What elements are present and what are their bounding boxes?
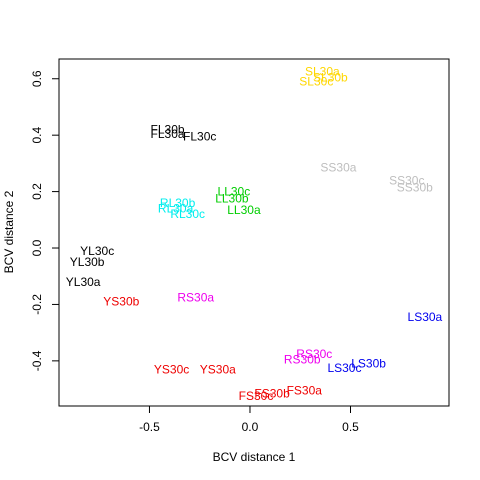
point-label-rs30c: RS30c: [296, 347, 332, 361]
point-label-ls30b: LS30b: [351, 357, 386, 371]
y-tick-label: -0.2: [30, 294, 44, 315]
y-tick-label: 0.0: [30, 239, 44, 256]
point-label-ls30c: LS30c: [327, 361, 361, 375]
point-label-rl30b: RL30b: [160, 196, 196, 210]
x-tick-label: 0.0: [242, 420, 259, 434]
x-tick-label: 0.5: [342, 420, 359, 434]
point-label-yl30c: YL30c: [80, 244, 114, 258]
point-label-ll30b: LL30b: [215, 192, 249, 206]
plot-frame: [58, 58, 450, 407]
point-label-fl30a: FL30a: [151, 127, 185, 141]
point-label-ll30a: LL30a: [227, 203, 261, 217]
point-label-fs30c: FS30c: [239, 389, 274, 403]
point-label-ss30b: SS30b: [397, 180, 433, 194]
x-tick-label: -0.5: [139, 420, 160, 434]
point-label-sl30b: SL30b: [313, 70, 348, 84]
y-axis-label: BCV distance 2: [2, 190, 16, 273]
point-label-ls30a: LS30a: [408, 310, 443, 324]
point-label-rs30a: RS30a: [177, 290, 214, 304]
point-label-sl30c: SL30c: [299, 75, 333, 89]
point-label-ll30c: LL30c: [218, 185, 251, 199]
point-label-rl30c: RL30c: [170, 207, 205, 221]
y-tick-label: 0.4: [30, 127, 44, 144]
point-label-ys30b: YS30b: [103, 295, 139, 309]
point-label-ss30c: SS30c: [389, 173, 424, 187]
y-tick-label: 0.6: [30, 70, 44, 87]
point-label-fs30a: FS30a: [287, 383, 323, 397]
x-axis-label: BCV distance 1: [213, 450, 296, 464]
point-label-ys30a: YS30a: [200, 362, 236, 376]
point-label-fl30b: FL30b: [151, 123, 185, 137]
y-tick-label: -0.4: [30, 350, 44, 371]
point-label-yl30b: YL30b: [70, 255, 105, 269]
point-label-rs30b: RS30b: [284, 352, 321, 366]
point-label-rl30a: RL30a: [158, 202, 194, 216]
point-label-fl30c: FL30c: [183, 130, 216, 144]
point-label-sl30a: SL30a: [305, 65, 340, 79]
point-label-yl30a: YL30a: [66, 275, 101, 289]
point-label-ys30c: YS30c: [154, 362, 189, 376]
point-label-ss30a: SS30a: [320, 161, 356, 175]
y-tick-label: 0.2: [30, 183, 44, 200]
point-label-fs30b: FS30b: [254, 386, 290, 400]
